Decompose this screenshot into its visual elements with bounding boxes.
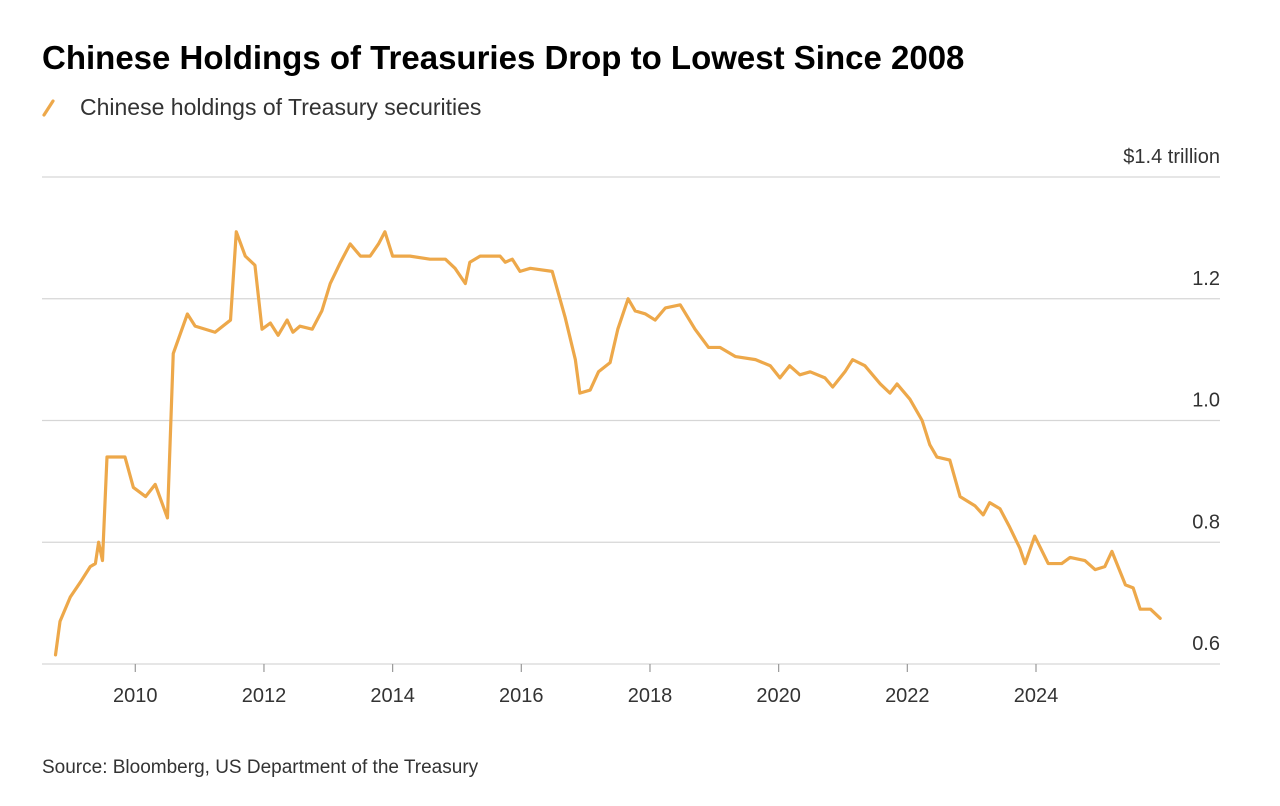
legend: Chinese holdings of Treasury securities <box>42 94 481 120</box>
x-tick-label: 2012 <box>242 685 287 707</box>
chart-title: Chinese Holdings of Treasuries Drop to L… <box>42 39 964 76</box>
legend-label: Chinese holdings of Treasury securities <box>80 94 481 120</box>
y-tick-label: 1.2 <box>1192 268 1220 290</box>
x-tick-label: 2014 <box>370 685 415 707</box>
y-tick-label: 1.0 <box>1192 390 1220 412</box>
y-tick-label: 0.8 <box>1192 511 1220 533</box>
source-note: Source: Bloomberg, US Department of the … <box>42 757 479 778</box>
x-tick-label: 2020 <box>756 685 801 707</box>
legend-swatch <box>42 99 55 117</box>
x-tick-label: 2022 <box>885 685 930 707</box>
x-tick-label: 2010 <box>113 685 158 707</box>
y-tick-label: $1.4 trillion <box>1123 146 1220 168</box>
y-tick-label: 0.6 <box>1192 633 1220 655</box>
data-line <box>53 230 1162 657</box>
x-tick-label: 2024 <box>1014 685 1059 707</box>
x-tick-label: 2016 <box>499 685 544 707</box>
x-tick-label: 2018 <box>628 685 673 707</box>
